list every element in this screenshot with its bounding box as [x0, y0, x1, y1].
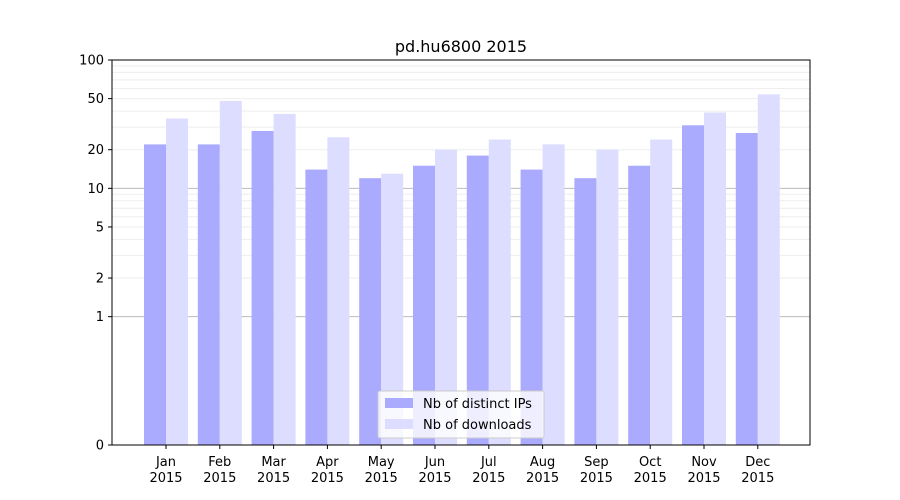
bar-downloads: [327, 137, 350, 446]
bar-downloads: [542, 144, 565, 445]
x-tick-label: Jan 2015: [149, 455, 182, 486]
bar-downloads: [381, 173, 404, 445]
bar-ips: [735, 132, 758, 446]
x-tick-label: Aug 2015: [526, 455, 559, 486]
bar-ips: [520, 169, 543, 445]
y-tick-label: 2: [96, 272, 104, 287]
bar-downloads: [435, 149, 457, 445]
x-tick-label: May 2015: [365, 455, 398, 486]
bar-downloads: [650, 139, 673, 445]
y-tick-label: 50: [87, 92, 104, 107]
bar-downloads: [488, 139, 511, 445]
legend-swatch-downloads: [385, 419, 413, 429]
x-tick-label: Sep 2015: [580, 455, 613, 486]
bar-ips: [359, 178, 382, 445]
legend-box: [377, 390, 545, 439]
bar-ips: [197, 144, 220, 445]
y-axis: 0 1 2 5 10 20 50 100: [79, 54, 112, 454]
bar-ips: [628, 165, 651, 445]
x-tick-label: Jun 2015: [418, 455, 451, 486]
legend-label-ips: Nb of distinct IPs: [423, 397, 532, 412]
x-axis: Jan 2015 Feb 2015 Mar 2015 Apr 2015 May 2015 Jun 20…: [149, 445, 774, 486]
bar-ips: [466, 155, 489, 445]
plot-frame: [111, 59, 811, 446]
x-tick-label: Nov 2015: [687, 455, 720, 486]
y-tick-label: 1: [96, 310, 104, 325]
x-tick-label: Dec 2015: [741, 455, 774, 486]
bar-ips: [251, 130, 274, 445]
bar-downloads: [704, 112, 726, 445]
x-tick-label: Feb 2015: [203, 455, 236, 486]
bar-layer: [144, 94, 780, 446]
y-tick-label: 5: [96, 220, 104, 235]
bar-downloads: [273, 113, 296, 446]
bar-ips: [682, 125, 704, 446]
x-tick-label: Oct 2015: [634, 455, 667, 486]
bar-ips: [574, 178, 597, 445]
x-tick-label: Mar 2015: [257, 455, 290, 486]
bar-downloads: [757, 94, 780, 445]
chart-title: pd.hu6800 2015: [395, 37, 527, 56]
legend-label-downloads: Nb of downloads: [423, 418, 532, 433]
y-tick-label: 0: [96, 439, 104, 454]
x-tick-label: Apr 2015: [311, 455, 344, 486]
bar-ips: [305, 169, 328, 445]
bar-ips: [144, 144, 166, 445]
y-tick-label: 100: [79, 54, 104, 69]
bar-downloads: [166, 118, 188, 446]
y-tick-label: 20: [87, 143, 104, 158]
bar-downloads: [219, 100, 242, 445]
x-tick-label: Jul 2015: [472, 455, 505, 486]
legend-swatch-ips: [385, 398, 413, 408]
bar-downloads: [596, 149, 619, 445]
y-tick-label: 10: [87, 182, 104, 197]
legend: Nb of distinct IPs Nb of downloads: [377, 390, 545, 439]
bar-ips: [413, 165, 435, 445]
